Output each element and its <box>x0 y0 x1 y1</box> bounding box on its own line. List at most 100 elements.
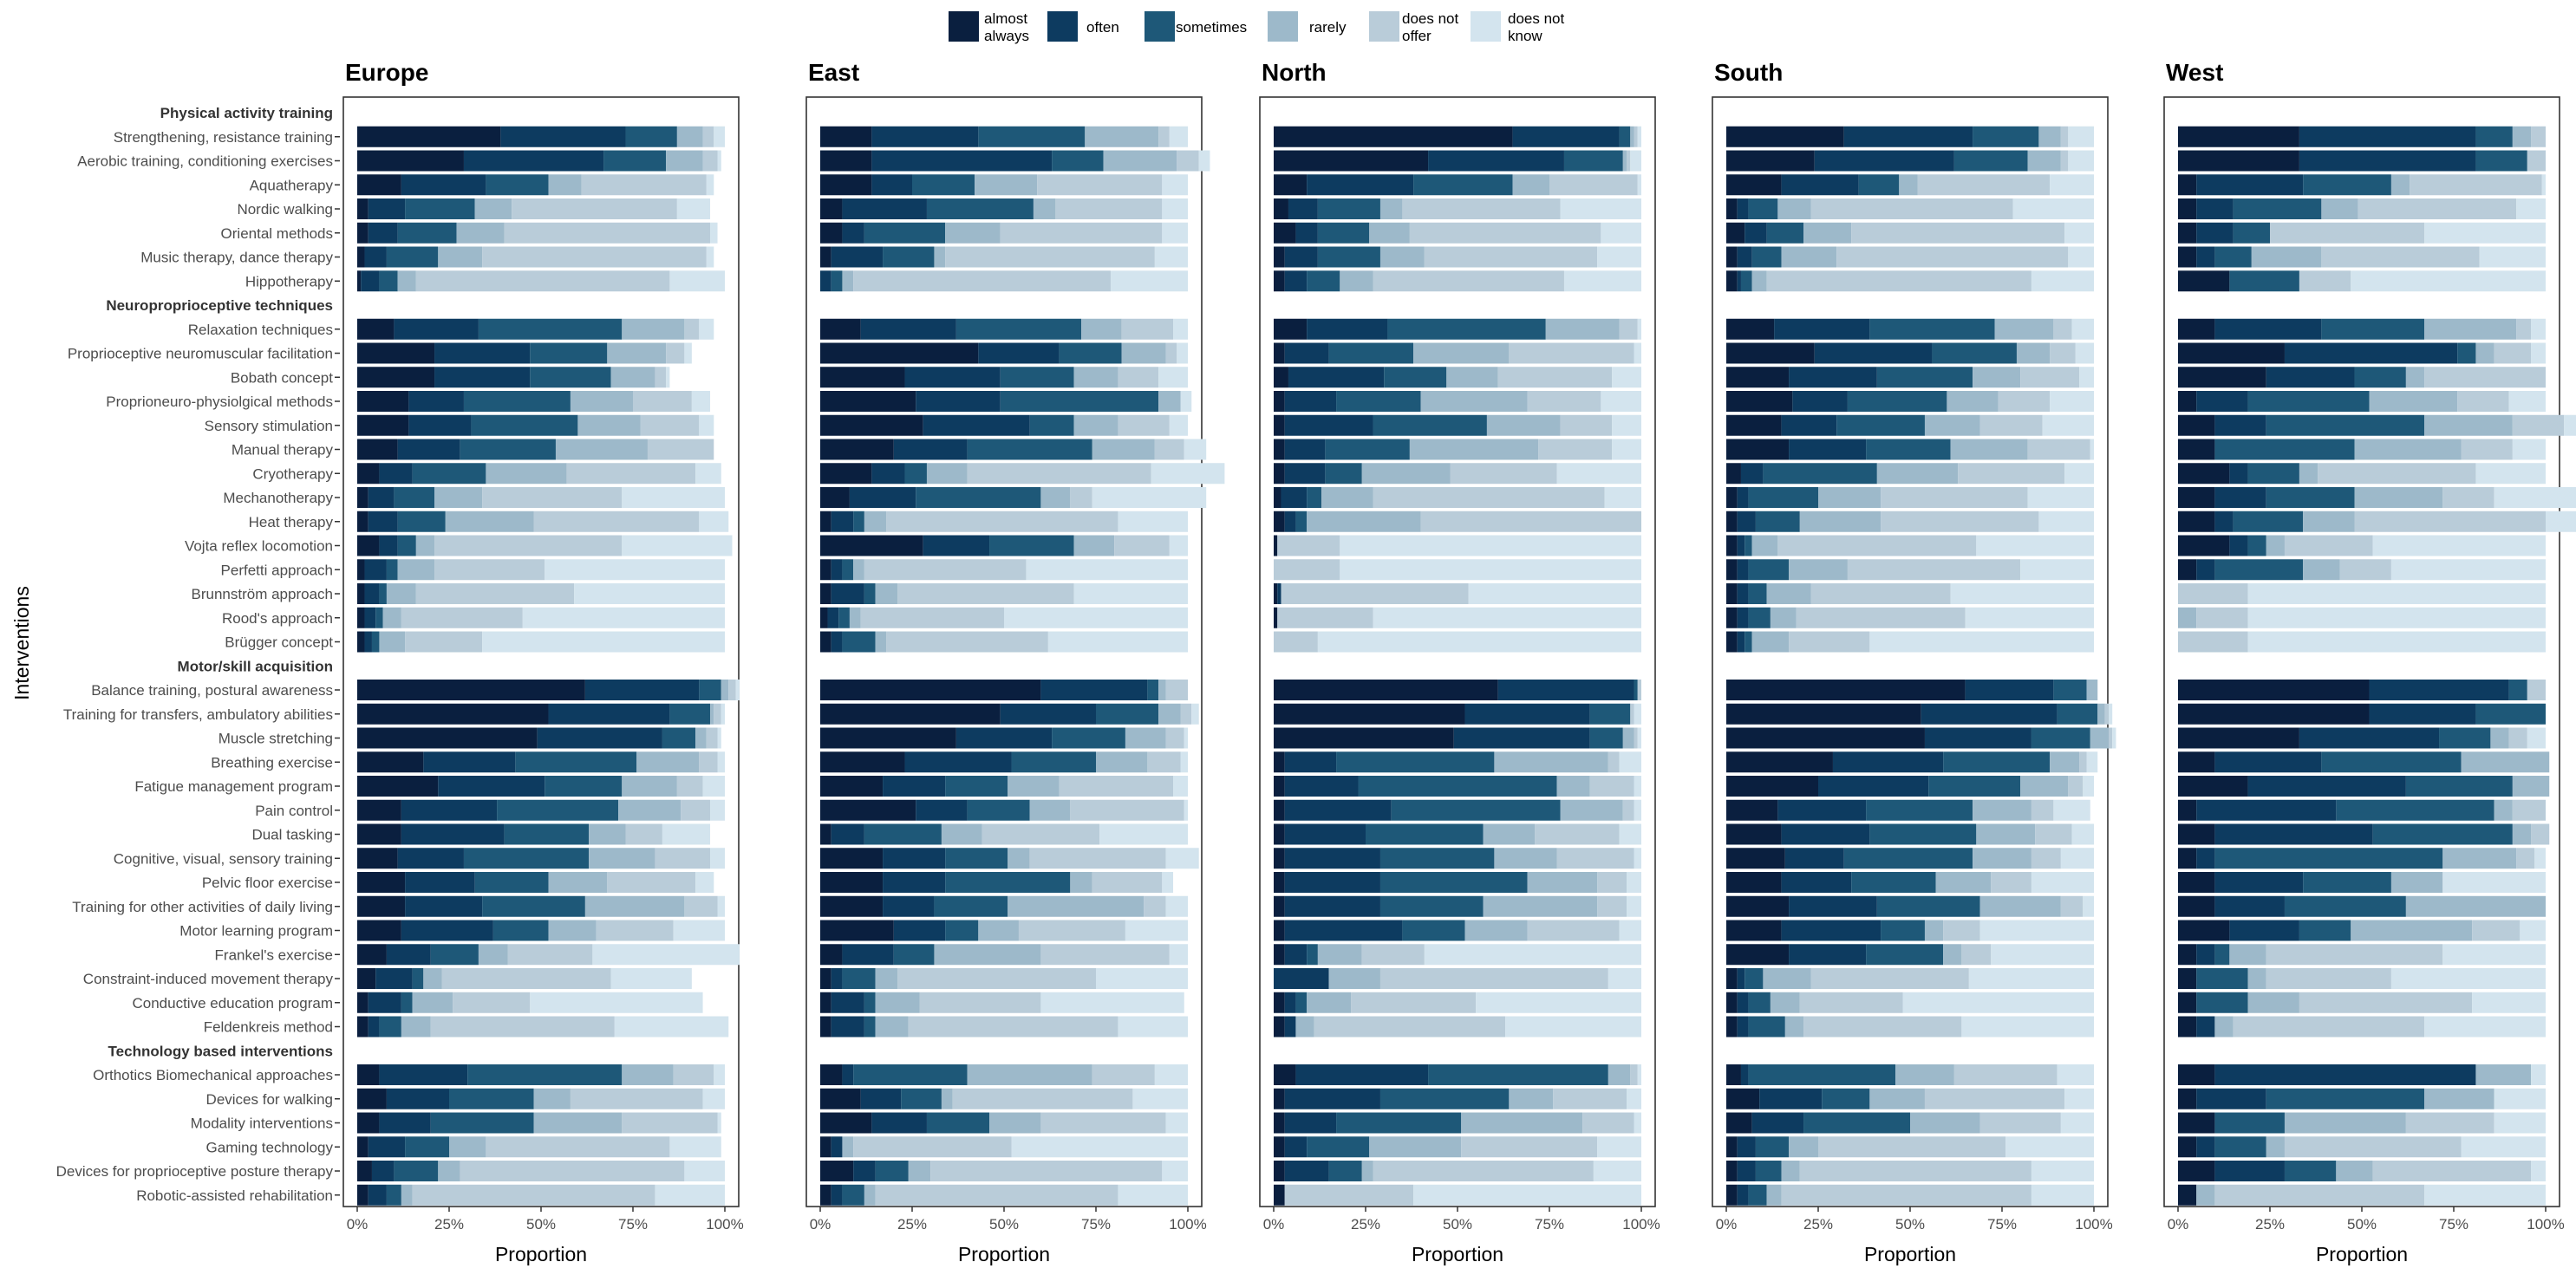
bar-segment <box>1096 751 1148 773</box>
bar-segment <box>1483 895 1598 917</box>
bar-segment <box>875 1161 909 1181</box>
bar-segment <box>507 944 593 966</box>
bar-segment <box>357 680 585 700</box>
bar-segment <box>981 823 1100 845</box>
bar-segment <box>1726 367 1790 388</box>
bar-segment <box>1627 150 1631 172</box>
bar-segment <box>640 414 700 436</box>
bar-segment <box>1486 414 1561 436</box>
bar-segment <box>871 463 905 485</box>
bar-segment <box>1748 992 1771 1013</box>
bar-segment <box>676 776 703 797</box>
bar-segment <box>1726 872 1782 893</box>
bar-segment <box>1961 944 1992 966</box>
bar-segment <box>1052 727 1125 749</box>
bar-segment <box>1777 799 1867 821</box>
bar-segment <box>1277 535 1340 556</box>
bar-segment <box>1284 342 1329 364</box>
bar-segment <box>423 968 442 989</box>
bar-segment <box>2512 126 2532 147</box>
bar-segment <box>975 174 1038 196</box>
bar-segment <box>1726 463 1741 485</box>
row-label: Perfetti approach <box>221 562 333 578</box>
bar-segment <box>916 391 1001 412</box>
row-label: Frankel's exercise <box>215 946 333 963</box>
bar-segment <box>438 1161 460 1181</box>
bar-segment <box>357 559 365 581</box>
bar-segment <box>1191 703 1199 725</box>
bar-segment <box>1274 872 1285 893</box>
bar-segment <box>1274 848 1285 869</box>
bar-segment <box>2494 799 2513 821</box>
bar-segment <box>945 920 979 941</box>
bar-segment <box>1446 367 1498 388</box>
bar-segment <box>2369 391 2458 412</box>
bar-segment <box>453 992 531 1013</box>
bar-segment <box>919 992 1041 1013</box>
bar-segment <box>401 992 413 1013</box>
bar-segment <box>2405 776 2513 797</box>
row-label: Aerobic training, conditioning exercises <box>77 153 333 170</box>
bar-segment <box>408 391 464 412</box>
bar-segment <box>1011 751 1096 773</box>
bar-segment <box>916 487 1041 508</box>
bar-segment <box>1284 1184 1414 1206</box>
bar-segment <box>2247 992 2299 1013</box>
bar-segment <box>357 318 395 340</box>
bar-segment <box>2027 150 2061 172</box>
bar-segment <box>1114 535 1170 556</box>
bar-segment <box>1008 895 1145 917</box>
bar-segment <box>820 414 923 436</box>
bar-segment <box>2214 1016 2234 1038</box>
bar-segment <box>1373 414 1487 436</box>
bar-segment <box>1634 848 1641 869</box>
bar-segment <box>2284 342 2458 364</box>
bar-segment <box>405 631 483 653</box>
bar-segment <box>1991 944 2094 966</box>
bar-segment <box>2247 583 2546 604</box>
bar-segment <box>1052 150 1104 172</box>
bar-segment <box>978 126 1086 147</box>
bar-segment <box>2247 631 2546 653</box>
y-axis-title: Interventions <box>10 586 33 700</box>
bar-segment <box>2104 703 2109 725</box>
bar-segment <box>1281 583 1469 604</box>
bar-segment <box>1373 1161 1594 1181</box>
bar-segment <box>1274 776 1285 797</box>
row-group-header: Technology based interventions <box>108 1043 333 1059</box>
bar-segment <box>820 511 831 532</box>
bar-segment <box>1928 776 2021 797</box>
bar-segment <box>1379 968 1608 989</box>
bar-segment <box>533 1112 623 1134</box>
bar-segment <box>1851 872 1936 893</box>
bar-segment <box>386 1088 449 1109</box>
bar-segment <box>2390 872 2443 893</box>
bar-segment <box>364 631 372 653</box>
bar-segment <box>901 1088 942 1109</box>
bar-segment <box>1740 1064 1749 1085</box>
bar-segment <box>1483 823 1536 845</box>
bar-segment <box>2424 1088 2494 1109</box>
bar-segment <box>842 968 876 989</box>
bar-segment <box>1307 944 1318 966</box>
bar-segment <box>1789 559 1848 581</box>
bar-segment <box>820 823 831 845</box>
bar-segment <box>460 1161 685 1181</box>
bar-segment <box>699 414 714 436</box>
legend-swatch <box>949 11 979 42</box>
bar-segment <box>904 463 927 485</box>
bar-segment <box>1535 823 1620 845</box>
bar-segment <box>1589 727 1623 749</box>
bar-segment <box>1748 1016 1785 1038</box>
bar-segment <box>820 270 831 292</box>
bar-segment <box>1549 174 1638 196</box>
bar-segment <box>1973 367 2021 388</box>
bar-segment <box>1165 342 1177 364</box>
x-tick-label: 25% <box>1803 1216 1833 1233</box>
x-tick-label: 75% <box>2439 1216 2468 1233</box>
bar-segment <box>2439 727 2491 749</box>
bar-segment <box>530 342 608 364</box>
bar-segment <box>1777 198 1811 219</box>
bar-segment <box>537 727 662 749</box>
bar-segment <box>1274 799 1285 821</box>
